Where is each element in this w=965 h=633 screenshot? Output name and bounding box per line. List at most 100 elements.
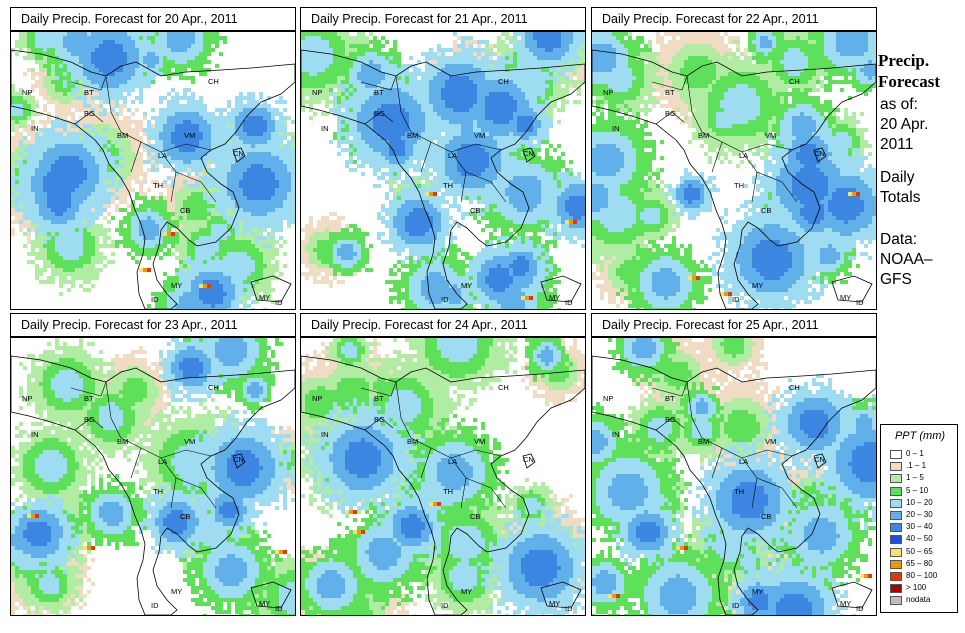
legend-row: 65 – 80 [890,559,956,570]
as-of-line: 20 Apr. [880,115,928,135]
country-label: NP [312,394,322,403]
country-label: BG [84,415,95,424]
country-label: BT [665,88,675,97]
as-of-line: as of: [880,95,928,115]
legend-label: 65 – 80 [906,559,933,569]
country-label: CN [233,149,244,158]
legend-row: 0 – 1 [890,449,956,460]
sidebar-title: Precip. Forecast [878,50,940,92]
country-borders [70,381,217,509]
legend-swatch [890,450,902,459]
country-label: ID [732,601,740,610]
totals-line: Daily [880,168,921,188]
legend-label: 40 – 50 [906,534,933,544]
precip-map-graphic: NP BT BG IN CH BM VM LA CN TH CB MY ID MY ID [592,32,876,309]
country-label: NP [22,88,32,97]
legend-row: nodata [890,595,956,606]
legend-swatch [890,486,902,496]
country-label: VM [765,131,776,140]
country-label: CB [761,512,771,521]
country-label: TH [153,181,163,190]
forecast-panel: Daily Precip. Forecast for 23 Apr., 2011… [10,313,296,616]
country-label: MY [259,293,270,302]
data-source-text: Data: NOAA– GFS [880,230,933,290]
country-label: CH [498,77,509,86]
legend-swatch [890,511,902,520]
country-label: MY [549,293,560,302]
country-label: CB [180,206,190,215]
country-label: VM [184,131,195,140]
country-borders [360,381,507,509]
country-label: CB [470,512,480,521]
country-borders [70,75,217,203]
country-label: CH [208,383,219,392]
country-label: BM [698,437,709,446]
legend-swatch [890,596,902,606]
legend-label: 5 – 10 [906,486,928,496]
panel-title: Daily Precip. Forecast for 20 Apr., 2011 [10,7,296,31]
precip-map-graphic: NP BT BG IN CH BM VM LA CN TH CB MY ID MY ID [592,338,876,615]
country-label: ID [441,295,449,304]
country-label: LA [739,151,748,160]
panel-title: Daily Precip. Forecast for 24 Apr., 2011 [300,313,586,337]
precip-map: NP BT BG IN CH BM VM LA CN TH CB MY ID MY ID [300,31,586,310]
legend-label: 30 – 40 [906,522,933,532]
country-label: IN [612,124,620,133]
country-borders [651,75,798,203]
legend-row: 5 – 10 [890,486,956,497]
forecast-panel: Daily Precip. Forecast for 22 Apr., 2011… [591,7,877,310]
country-label: MY [549,599,560,608]
country-label: IN [31,124,39,133]
panel-title: Daily Precip. Forecast for 25 Apr., 2011 [591,313,877,337]
country-label: CH [789,383,800,392]
country-label: MY [461,281,472,290]
panel-title: Daily Precip. Forecast for 23 Apr., 2011 [10,313,296,337]
country-label: ID [856,298,864,307]
country-label: CB [180,512,190,521]
country-label: BG [374,415,385,424]
country-label: TH [443,487,453,496]
coastline [301,49,585,309]
islands [522,147,582,303]
country-label: BG [665,415,676,424]
legend-row: > 100 [890,583,956,594]
country-label: ID [275,604,283,613]
country-label: ID [565,604,573,613]
country-label: BT [665,394,675,403]
legend-row: 80 – 100 [890,571,956,582]
coastline [592,355,876,615]
legend-swatch [890,572,902,581]
data-source-line: GFS [880,270,933,290]
country-label: CN [523,455,534,464]
country-label: LA [448,151,457,160]
legend-label: 0 – 1 [906,449,924,459]
legend-title: PPT (mm) [881,430,959,442]
precip-map: NP BT BG IN CH BM VM LA CN TH CB MY ID MY ID [10,337,296,616]
legend-label: nodata [906,595,930,605]
legend-row: 1 – 5 [890,473,956,484]
country-label: NP [22,394,32,403]
country-label: TH [734,487,744,496]
data-source-line: Data: [880,230,933,250]
country-label: NP [603,394,613,403]
as-of-text: as of: 20 Apr. 2011 [880,95,928,155]
precip-map: NP BT BG IN CH BM VM LA CN TH CB MY ID MY ID [10,31,296,310]
legend-row: 20 – 30 [890,510,956,521]
data-source-line: NOAA– [880,250,933,270]
legend-label: 1 – 5 [906,473,924,483]
country-label: BM [698,131,709,140]
precip-field [301,338,585,615]
islands [813,147,873,303]
country-label: CB [761,206,771,215]
legend-row: 50 – 65 [890,547,956,558]
country-label: BG [665,109,676,118]
country-label: BT [374,88,384,97]
country-label: TH [153,487,163,496]
country-label: VM [184,437,195,446]
country-label: IN [31,430,39,439]
country-label: MY [171,587,182,596]
country-label: MY [461,587,472,596]
legend-swatch [890,498,902,508]
legend-label: 20 – 30 [906,510,933,520]
country-borders [360,75,507,203]
